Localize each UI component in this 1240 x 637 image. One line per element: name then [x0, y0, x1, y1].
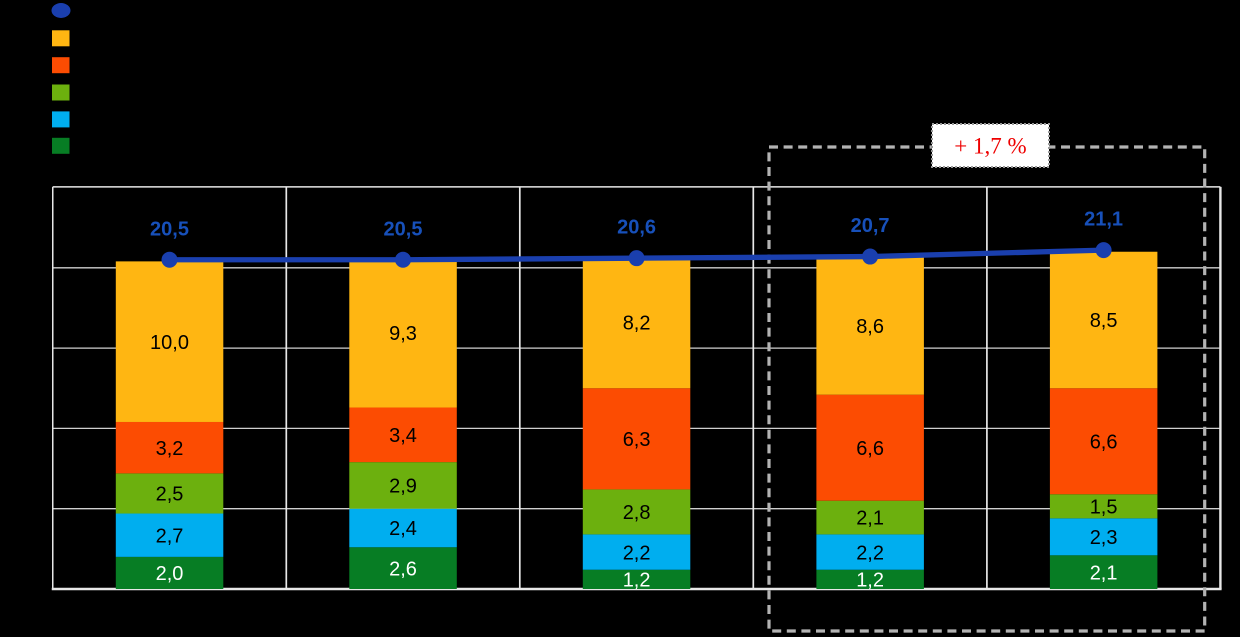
svg-text:2,6: 2,6	[389, 558, 417, 580]
svg-text:2,8: 2,8	[623, 502, 651, 524]
svg-text:1,2: 1,2	[856, 570, 884, 592]
svg-text:6,3: 6,3	[623, 429, 651, 451]
svg-text:2,0: 2,0	[156, 563, 184, 585]
svg-text:2,2: 2,2	[623, 542, 651, 564]
svg-text:2,3: 2,3	[1090, 527, 1118, 549]
svg-text:2,7: 2,7	[156, 525, 184, 547]
svg-text:20,5: 20,5	[150, 218, 189, 240]
svg-text:9,3: 9,3	[389, 323, 417, 345]
svg-text:2,1: 2,1	[1090, 562, 1118, 584]
svg-text:3,4: 3,4	[389, 425, 417, 447]
svg-text:6,6: 6,6	[856, 438, 884, 460]
svg-text:2,1: 2,1	[856, 508, 884, 530]
svg-text:3,2: 3,2	[156, 438, 184, 460]
svg-text:10,0: 10,0	[150, 332, 189, 354]
svg-text:1,5: 1,5	[1090, 497, 1118, 519]
svg-text:8,6: 8,6	[856, 316, 884, 338]
svg-text:20,7: 20,7	[851, 215, 890, 237]
svg-text:2,4: 2,4	[389, 518, 417, 540]
svg-text:2,5: 2,5	[156, 484, 184, 506]
svg-text:2,9: 2,9	[389, 476, 417, 498]
svg-text:2,2: 2,2	[856, 542, 884, 564]
svg-text:6,6: 6,6	[1090, 431, 1118, 453]
svg-text:+ 1,7 %: + 1,7 %	[954, 134, 1026, 159]
svg-text:8,5: 8,5	[1090, 310, 1118, 332]
svg-text:21,1: 21,1	[1084, 209, 1123, 231]
svg-text:8,2: 8,2	[623, 313, 651, 335]
svg-text:20,6: 20,6	[617, 217, 656, 239]
svg-text:1,2: 1,2	[623, 570, 651, 592]
svg-text:20,5: 20,5	[384, 218, 423, 240]
